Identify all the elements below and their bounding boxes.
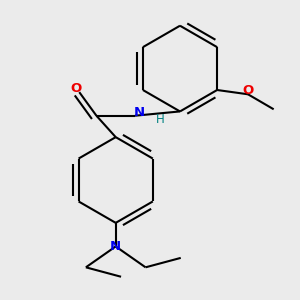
Text: O: O bbox=[242, 84, 253, 98]
Text: H: H bbox=[156, 112, 165, 126]
Text: O: O bbox=[70, 82, 82, 95]
Text: N: N bbox=[134, 106, 145, 119]
Text: N: N bbox=[110, 240, 121, 253]
